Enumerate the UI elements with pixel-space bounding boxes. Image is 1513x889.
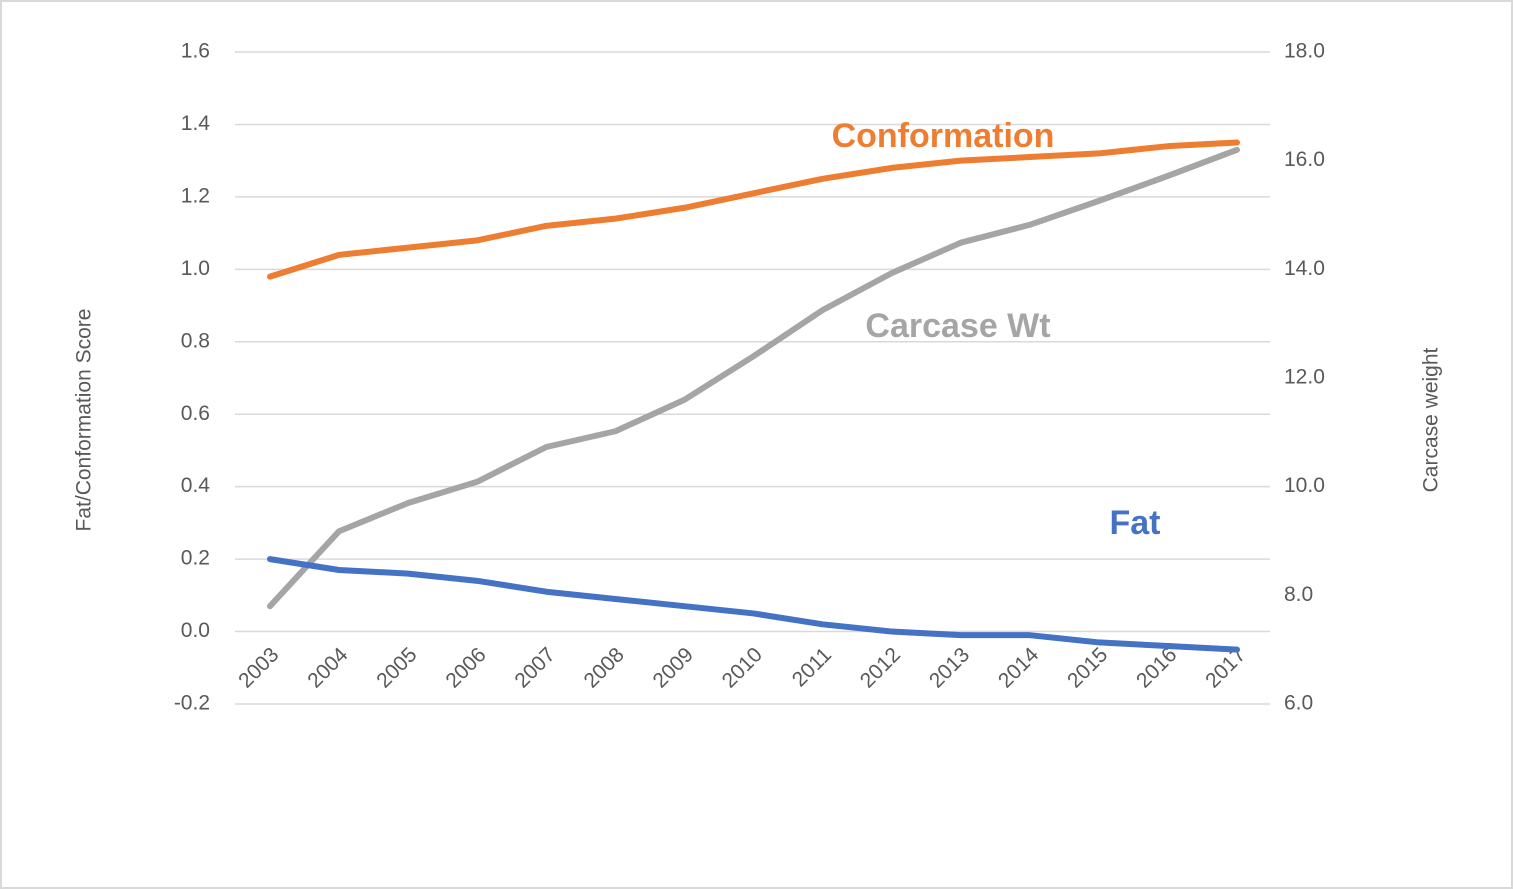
y2-tick-label: 10.0 <box>1284 474 1325 497</box>
y-tick-label: 1.0 <box>181 257 210 280</box>
y-tick-label: 1.2 <box>181 184 210 207</box>
series-line <box>267 146 1240 610</box>
y2-tick-label: 18.0 <box>1284 40 1325 63</box>
y-axis-title: Fat/Conformation Score <box>73 309 96 532</box>
y2-tick-label: 6.0 <box>1284 692 1313 715</box>
series-line <box>267 556 1240 653</box>
y-tick-label: 0.8 <box>181 329 210 352</box>
y-tick-label: 1.6 <box>181 40 210 63</box>
y-tick-label: 0.6 <box>181 402 210 425</box>
y-tick-label: 0.4 <box>181 474 211 497</box>
series-line <box>267 139 1240 280</box>
y-tick-label: -0.2 <box>174 692 210 715</box>
y2-tick-label: 8.0 <box>1284 583 1313 606</box>
series-label: Carcase Wt <box>865 307 1050 345</box>
y2-axis-title: Carcase weight <box>1420 347 1443 492</box>
y2-tick-label: 14.0 <box>1284 257 1325 280</box>
y-tick-label: 0.0 <box>181 619 210 642</box>
y-tick-label: 0.2 <box>181 547 210 570</box>
y2-tick-label: 12.0 <box>1284 366 1325 389</box>
y2-tick-label: 16.0 <box>1284 148 1325 171</box>
series-label: Fat <box>1110 504 1161 542</box>
series-label: Conformation <box>832 117 1055 155</box>
y-tick-label: 1.4 <box>181 112 211 135</box>
